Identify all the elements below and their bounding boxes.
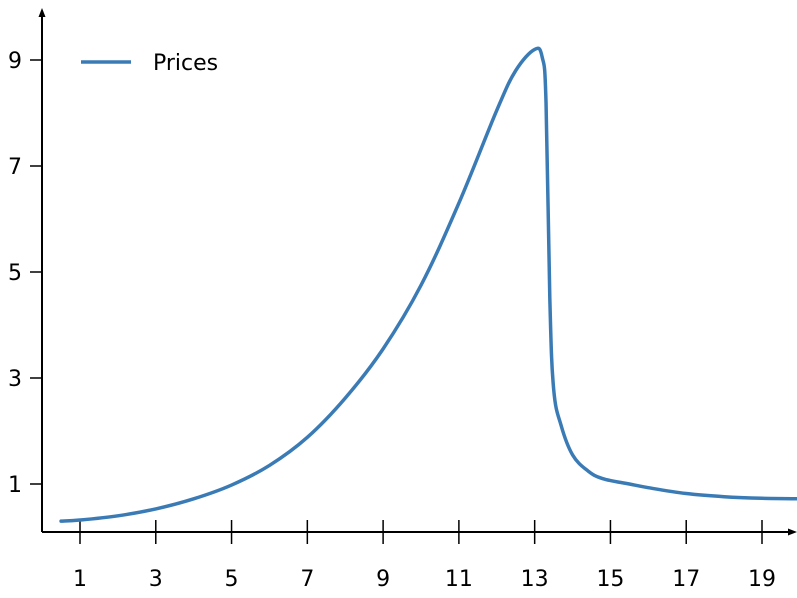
x-tick-label: 3 [149, 567, 163, 592]
series-group [59, 46, 797, 523]
y-tick-label: 5 [8, 261, 22, 286]
x-tick-label: 5 [225, 567, 239, 592]
series-line-prices [59, 46, 797, 523]
legend-label-prices: Prices [153, 51, 218, 76]
y-ticks: 1 3 5 7 9 [8, 49, 42, 498]
x-tick-label: 1 [73, 567, 87, 592]
x-tick-label: 11 [445, 567, 473, 592]
y-tick-label: 7 [8, 155, 22, 180]
x-tick-label: 17 [672, 567, 700, 592]
x-tick-label: 7 [300, 567, 314, 592]
legend: Prices [81, 51, 218, 76]
x-tick-label: 13 [521, 567, 549, 592]
y-tick-label: 3 [8, 367, 22, 392]
y-axis-arrow [38, 8, 46, 17]
x-axis-arrow [788, 528, 797, 536]
y-tick-label: 1 [8, 473, 22, 498]
x-ticks: 1 3 5 7 9 11 13 15 17 19 [73, 520, 776, 592]
x-tick-label: 19 [748, 567, 776, 592]
axes [38, 8, 797, 536]
y-tick-label: 9 [8, 49, 22, 74]
x-tick-label: 9 [376, 567, 390, 592]
x-tick-label: 15 [596, 567, 624, 592]
